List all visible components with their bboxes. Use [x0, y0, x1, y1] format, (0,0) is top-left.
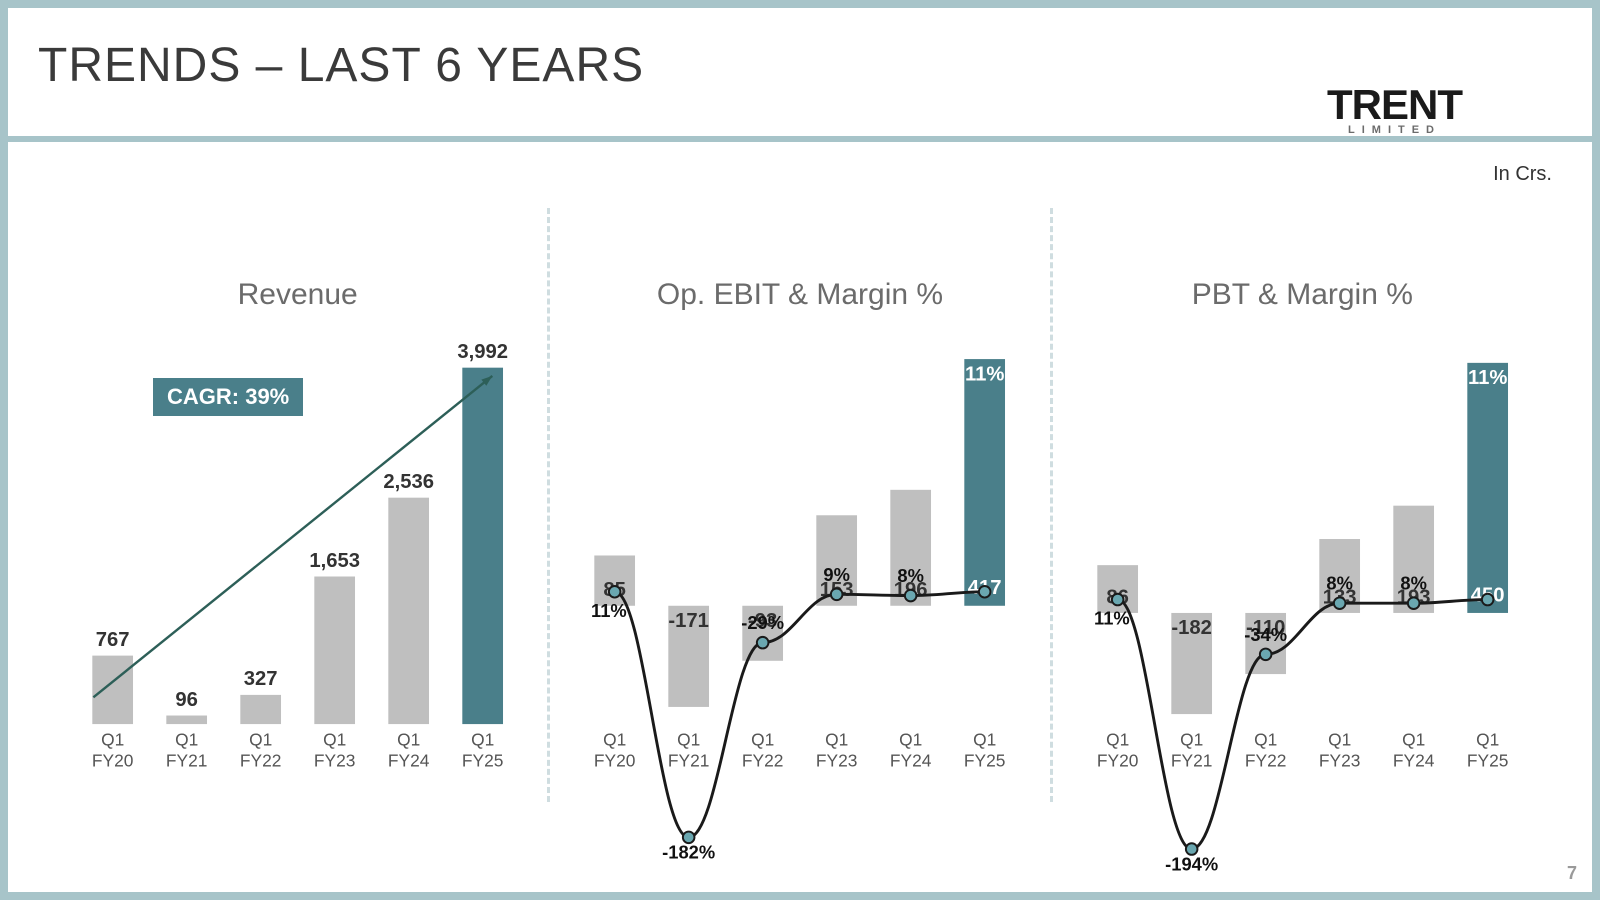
brand-name: TRENT — [1327, 86, 1462, 124]
svg-text:Q1: Q1 — [1476, 729, 1499, 749]
svg-text:1,653: 1,653 — [309, 550, 360, 572]
svg-text:FY23: FY23 — [816, 751, 858, 771]
svg-text:327: 327 — [244, 668, 278, 690]
brand-logo: TRENT LIMITED — [1307, 86, 1482, 136]
svg-text:Q1: Q1 — [101, 729, 124, 749]
chart-row: Revenue CAGR: 39% 767963271,6532,5363,99… — [48, 208, 1552, 802]
svg-text:FY25: FY25 — [1467, 751, 1509, 771]
svg-text:-34%: -34% — [1244, 624, 1287, 645]
svg-text:2,536: 2,536 — [383, 471, 434, 493]
svg-text:FY25: FY25 — [462, 751, 503, 771]
svg-text:Q1: Q1 — [471, 729, 494, 749]
svg-text:Q1: Q1 — [973, 729, 996, 749]
svg-text:FY20: FY20 — [1097, 751, 1139, 771]
svg-text:Q1: Q1 — [175, 729, 198, 749]
unit-label: In Crs. — [1493, 163, 1552, 186]
title-rule — [8, 136, 1592, 142]
panel-revenue-title: Revenue — [48, 278, 547, 312]
svg-text:Q1: Q1 — [825, 729, 848, 749]
svg-text:FY21: FY21 — [1171, 751, 1213, 771]
svg-text:FY24: FY24 — [388, 751, 430, 771]
svg-text:Q1: Q1 — [1106, 729, 1129, 749]
page-number: 7 — [1567, 863, 1577, 884]
page-title: TRENDS – LAST 6 YEARS — [38, 38, 644, 93]
svg-text:Q1: Q1 — [1328, 729, 1351, 749]
svg-text:FY20: FY20 — [92, 751, 134, 771]
panel-revenue: Revenue CAGR: 39% 767963271,6532,5363,99… — [48, 208, 547, 802]
panel-pbt: PBT & Margin % 86-182-11013319345011%-19… — [1050, 208, 1552, 802]
svg-text:767: 767 — [96, 629, 130, 651]
svg-text:FY22: FY22 — [240, 751, 281, 771]
panel-ebit-title: Op. EBIT & Margin % — [550, 278, 1049, 312]
svg-text:11%: 11% — [1094, 608, 1130, 629]
svg-text:Q1: Q1 — [1180, 729, 1203, 749]
svg-text:3,992: 3,992 — [457, 341, 508, 363]
svg-text:FY20: FY20 — [594, 751, 636, 771]
svg-text:-29%: -29% — [742, 612, 785, 633]
svg-text:11%: 11% — [1468, 367, 1507, 389]
svg-text:8%: 8% — [1326, 573, 1353, 594]
svg-text:Q1: Q1 — [899, 729, 922, 749]
panel-pbt-title: PBT & Margin % — [1053, 278, 1552, 312]
svg-text:FY22: FY22 — [742, 751, 784, 771]
svg-text:Q1: Q1 — [677, 729, 700, 749]
svg-text:Q1: Q1 — [397, 729, 420, 749]
svg-text:-182%: -182% — [663, 842, 716, 863]
svg-text:FY24: FY24 — [1393, 751, 1435, 771]
ebit-chart: 85-171-9315319641711%-182%-29%9%8%11%Q1F… — [570, 338, 1029, 782]
svg-text:FY23: FY23 — [314, 751, 356, 771]
svg-text:-171: -171 — [669, 610, 710, 632]
svg-text:FY21: FY21 — [668, 751, 710, 771]
svg-text:9%: 9% — [824, 564, 851, 585]
revenue-chart: 767963271,6532,5363,992Q1FY20Q1FY21Q1FY2… — [68, 338, 527, 782]
svg-text:-182: -182 — [1171, 617, 1212, 639]
svg-text:FY23: FY23 — [1319, 751, 1361, 771]
svg-text:11%: 11% — [591, 600, 627, 621]
pbt-chart: 86-182-11013319345011%-194%-34%8%8%11%Q1… — [1073, 338, 1532, 782]
svg-text:FY22: FY22 — [1245, 751, 1287, 771]
svg-text:Q1: Q1 — [1402, 729, 1425, 749]
slide: TRENDS – LAST 6 YEARS TRENT LIMITED In C… — [0, 0, 1600, 900]
svg-text:11%: 11% — [965, 363, 1004, 385]
svg-text:Q1: Q1 — [603, 729, 626, 749]
svg-text:8%: 8% — [898, 565, 925, 586]
svg-text:8%: 8% — [1400, 573, 1427, 594]
svg-text:96: 96 — [175, 689, 198, 711]
svg-text:-194%: -194% — [1165, 853, 1218, 874]
svg-text:Q1: Q1 — [751, 729, 774, 749]
panel-ebit: Op. EBIT & Margin % 85-171-9315319641711… — [547, 208, 1049, 802]
svg-text:Q1: Q1 — [1254, 729, 1277, 749]
svg-text:FY21: FY21 — [166, 751, 208, 771]
svg-text:Q1: Q1 — [323, 729, 346, 749]
svg-text:Q1: Q1 — [249, 729, 272, 749]
svg-text:FY24: FY24 — [890, 751, 932, 771]
svg-text:FY25: FY25 — [964, 751, 1006, 771]
